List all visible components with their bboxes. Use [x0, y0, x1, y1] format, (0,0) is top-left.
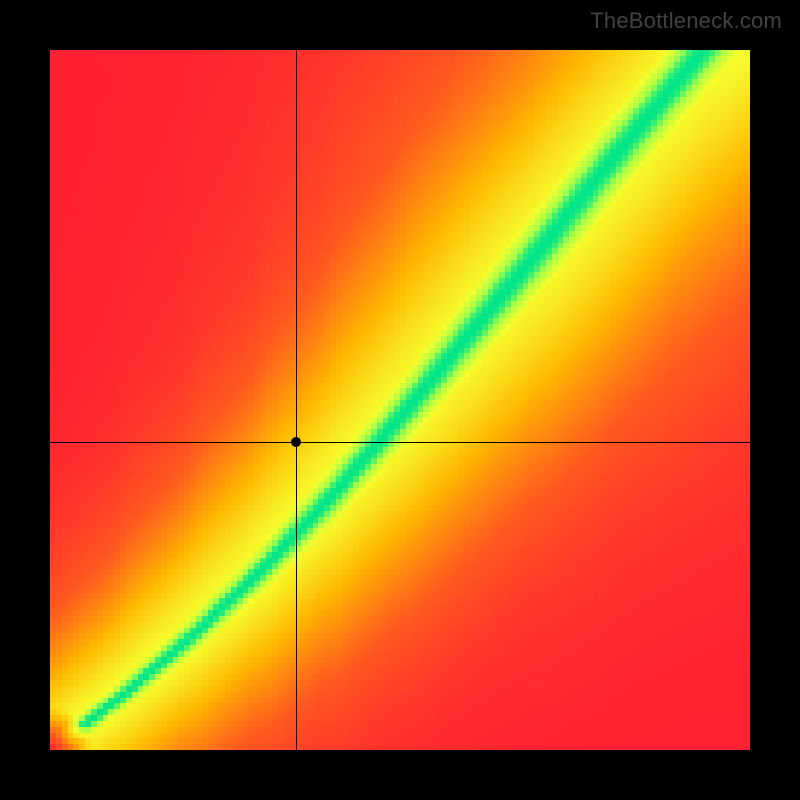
- watermark-text: TheBottleneck.com: [590, 8, 782, 34]
- plot-area: [50, 50, 750, 750]
- crosshair-horizontal: [50, 442, 750, 443]
- crosshair-marker: [291, 437, 301, 447]
- heatmap-canvas: [50, 50, 750, 750]
- crosshair-vertical: [296, 50, 297, 750]
